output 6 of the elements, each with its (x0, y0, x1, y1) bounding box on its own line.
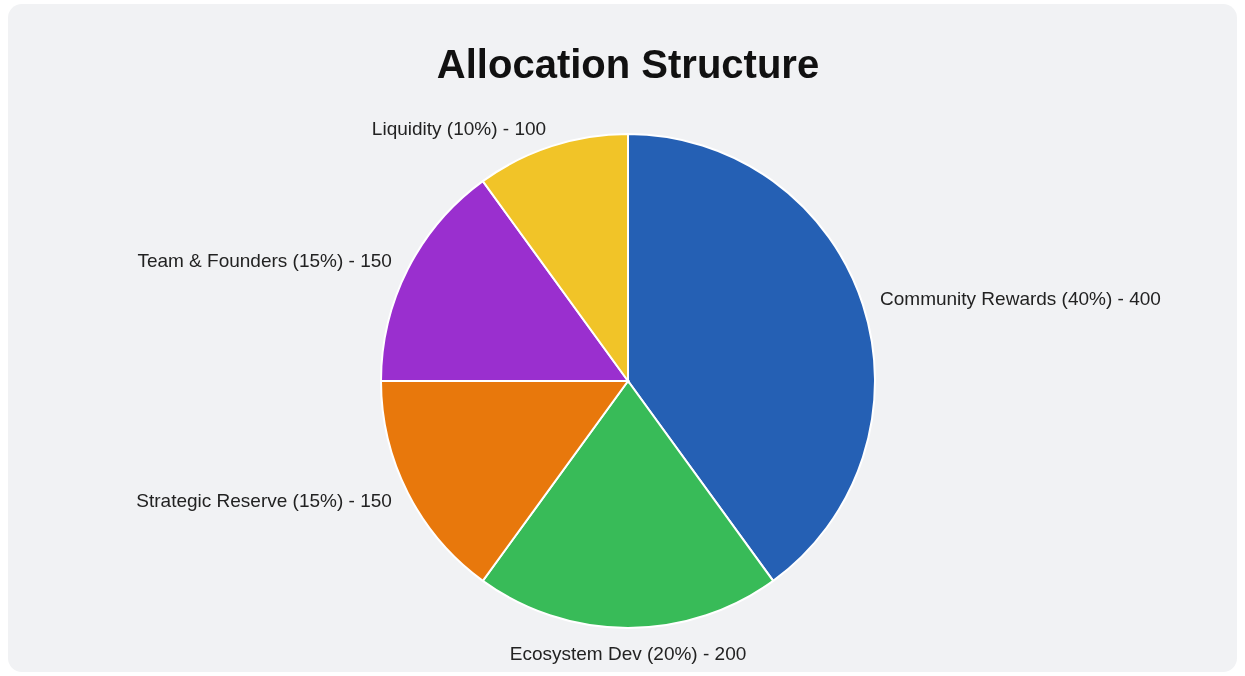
slice-label: Strategic Reserve (15%) - 150 (136, 490, 392, 512)
slice-label: Team & Founders (15%) - 150 (137, 249, 392, 271)
chart-title: Allocation Structure (436, 42, 820, 86)
slice-label: Community Rewards (40%) - 400 (880, 288, 1161, 310)
slice-label: Ecosystem Dev (20%) - 200 (509, 643, 747, 664)
slice-label: Liquidity (10%) - 100 (371, 117, 547, 139)
